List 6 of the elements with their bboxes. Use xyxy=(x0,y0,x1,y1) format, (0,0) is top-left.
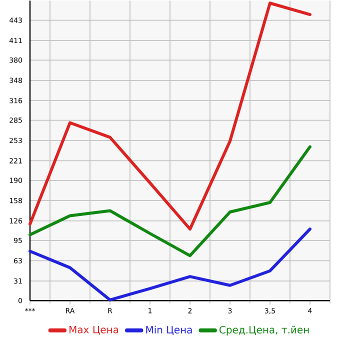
line-series xyxy=(28,228,312,302)
line-series xyxy=(28,145,312,258)
legend-label: Сред.Цена, т.йен xyxy=(220,326,309,336)
line-series xyxy=(28,2,312,231)
legend-label: Max Цена xyxy=(70,326,118,335)
legend-label: Min Цена xyxy=(146,326,192,336)
